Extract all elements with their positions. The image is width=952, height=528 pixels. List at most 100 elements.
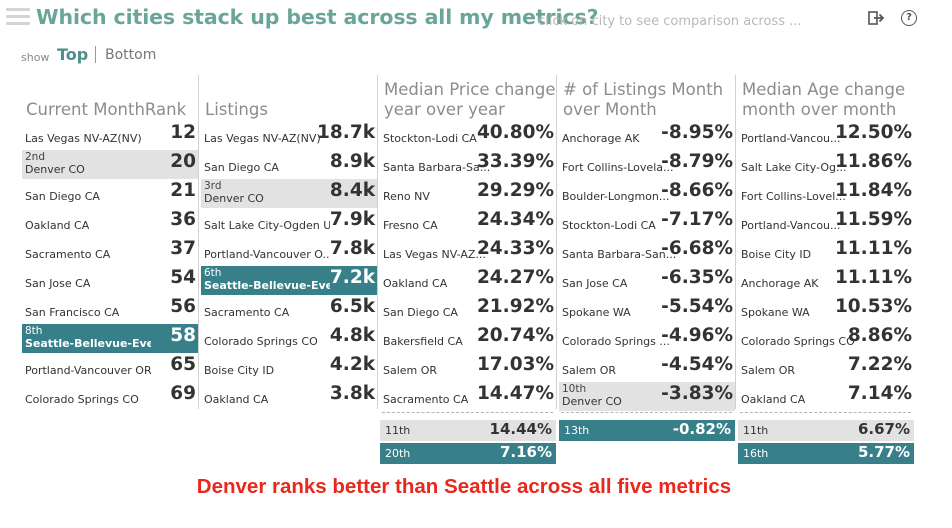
city-name: Reno NV	[383, 190, 430, 203]
city-row[interactable]: Salem OR -4.54%	[559, 353, 735, 382]
selected-city-rank-box[interactable]: 13th -0.82%	[559, 420, 735, 441]
city-row[interactable]: Boise City ID 11.11%	[738, 237, 914, 266]
city-row[interactable]: San Diego CA 21	[22, 179, 198, 208]
city-row[interactable]: San Francisco CA 56	[22, 295, 198, 324]
city-name: Anchorage AK	[741, 277, 819, 290]
city-row[interactable]: Stockton-Lodi CA 40.80%	[380, 121, 556, 150]
city-row[interactable]: Oakland CA 7.14%	[738, 382, 914, 411]
city-row[interactable]: Sacramento CA 37	[22, 237, 198, 266]
city-name: San Diego CA	[204, 161, 279, 174]
city-name: Sacramento CA	[204, 306, 290, 319]
city-row[interactable]: Las Vegas NV-AZ(NV) 18.7k	[201, 121, 377, 150]
column-header: Listings	[205, 100, 268, 119]
city-row[interactable]: Spokane WA -5.54%	[559, 295, 735, 324]
city-row[interactable]: Bakersfield CA 20.74%	[380, 324, 556, 353]
selected-city-rank-box[interactable]: 16th 5.77%	[738, 443, 914, 464]
city-row[interactable]: 2nd Denver CO 20	[22, 150, 198, 179]
help-icon[interactable]: ?	[901, 10, 917, 26]
city-row[interactable]: Fresno CA 24.34%	[380, 208, 556, 237]
city-row[interactable]: San Jose CA -6.35%	[559, 266, 735, 295]
tab-top[interactable]: Top	[57, 45, 89, 64]
rank-label: 11th	[743, 424, 769, 437]
city-row[interactable]: Oakland CA 24.27%	[380, 266, 556, 295]
city-row[interactable]: Boise City ID 4.2k	[201, 353, 377, 382]
city-row[interactable]: Colorado Springs CO 4.8k	[201, 324, 377, 353]
metric-value: 7.16%	[499, 443, 552, 461]
city-row[interactable]: 10th Denver CO -3.83%	[559, 382, 735, 411]
city-row[interactable]: Fort Collins-Lovela... -8.79%	[559, 150, 735, 179]
city-name: Spokane WA	[741, 306, 810, 319]
metric-value: 7.22%	[847, 354, 912, 375]
city-list: Portland-Vancou... 12.50% Salt Lake City-O…	[738, 121, 914, 411]
city-row[interactable]: Anchorage AK -8.95%	[559, 121, 735, 150]
city-row[interactable]: Oakland CA 3.8k	[201, 382, 377, 411]
metric-value: 21	[170, 180, 196, 201]
tab-bottom[interactable]: Bottom	[105, 47, 157, 63]
metric-value: -8.95%	[661, 122, 733, 143]
city-row[interactable]: Salt Lake City-Ogden UT 7.9k	[201, 208, 377, 237]
metric-value: 54	[170, 267, 196, 288]
metric-value: 5.77%	[857, 443, 910, 461]
city-name: Oakland CA	[25, 219, 90, 232]
city-row[interactable]: Portland-Vancouver OR-W... 65	[22, 353, 198, 382]
column-header: Current MonthRank	[26, 100, 187, 119]
city-row[interactable]: Colorado Springs CO 69	[22, 382, 198, 411]
city-row[interactable]: San Jose CA 54	[22, 266, 198, 295]
metric-value: 11.86%	[834, 151, 912, 172]
city-row[interactable]: Portland-Vancou... 12.50%	[738, 121, 914, 150]
city-row[interactable]: Salt Lake City-Og... 11.86%	[738, 150, 914, 179]
city-name: Las Vegas NV-AZ(NV)	[25, 132, 142, 145]
city-name: Oakland CA	[741, 393, 806, 406]
city-row[interactable]: San Diego CA 21.92%	[380, 295, 556, 324]
metric-value: 36	[170, 209, 196, 230]
city-row[interactable]: Las Vegas NV-AZ... 24.33%	[380, 237, 556, 266]
metric-value: 40.80%	[476, 122, 554, 143]
city-row[interactable]: Oakland CA 36	[22, 208, 198, 237]
city-row[interactable]: Portland-Vancou... 11.59%	[738, 208, 914, 237]
city-row[interactable]: Anchorage AK 11.11%	[738, 266, 914, 295]
city-row[interactable]: Portland-Vancouver O... 7.8k	[201, 237, 377, 266]
city-list: Stockton-Lodi CA 40.80% Santa Barbara-Sa..…	[380, 121, 556, 411]
metric-value: 24.34%	[476, 209, 554, 230]
hamburger-icon[interactable]	[6, 8, 30, 30]
city-row[interactable]: San Diego CA 8.9k	[201, 150, 377, 179]
city-row[interactable]: 3rd Denver CO 8.4k	[201, 179, 377, 208]
rank-label: 10th	[562, 383, 587, 395]
metric-value: 17.03%	[476, 354, 554, 375]
metric-value: -5.54%	[661, 296, 733, 317]
city-row[interactable]: Sacramento CA 14.47%	[380, 382, 556, 411]
city-row[interactable]: Fort Collins-Lovel... 11.84%	[738, 179, 914, 208]
city-row[interactable]: Salem OR 17.03%	[380, 353, 556, 382]
city-name: Portland-Vancouver O...	[204, 248, 330, 261]
metric-value: 11.11%	[834, 238, 912, 259]
metric-value: 8.4k	[329, 180, 375, 201]
city-row[interactable]: Colorado Springs ... -4.96%	[559, 324, 735, 353]
city-name: Portland-Vancou...	[741, 219, 841, 232]
metric-value: 11.11%	[834, 267, 912, 288]
city-row[interactable]: Boulder-Longmon... -8.66%	[559, 179, 735, 208]
city-row[interactable]: Santa Barbara-San... -6.68%	[559, 237, 735, 266]
city-list: Las Vegas NV-AZ(NV) 12 2nd Denver CO 20 San D…	[22, 121, 198, 411]
selected-city-rank-box[interactable]: 20th 7.16%	[380, 443, 556, 464]
metric-value: 7.14%	[847, 383, 912, 404]
metric-value: 69	[170, 383, 196, 404]
city-row[interactable]: Reno NV 29.29%	[380, 179, 556, 208]
city-row[interactable]: Salem OR 7.22%	[738, 353, 914, 382]
metric-column: Median Price change year over year Stockt…	[380, 75, 557, 409]
city-name: San Jose CA	[562, 277, 628, 290]
selected-city-rank-box[interactable]: 11th 14.44%	[380, 420, 556, 441]
city-name: Boise City ID	[741, 248, 812, 261]
city-name: Oakland CA	[383, 277, 448, 290]
city-row[interactable]: Stockton-Lodi CA -7.17%	[559, 208, 735, 237]
city-row[interactable]: Spokane WA 10.53%	[738, 295, 914, 324]
exit-icon[interactable]	[867, 9, 885, 27]
city-row[interactable]: Santa Barbara-Sa... 33.39%	[380, 150, 556, 179]
city-row[interactable]: Las Vegas NV-AZ(NV) 12	[22, 121, 198, 150]
city-row[interactable]: Colorado Springs CO 8.86%	[738, 324, 914, 353]
metric-value: 14.47%	[476, 383, 554, 404]
selected-city-rank-box[interactable]: 11th 6.67%	[738, 420, 914, 441]
city-name: Bakersfield CA	[383, 335, 463, 348]
city-row[interactable]: Sacramento CA 6.5k	[201, 295, 377, 324]
